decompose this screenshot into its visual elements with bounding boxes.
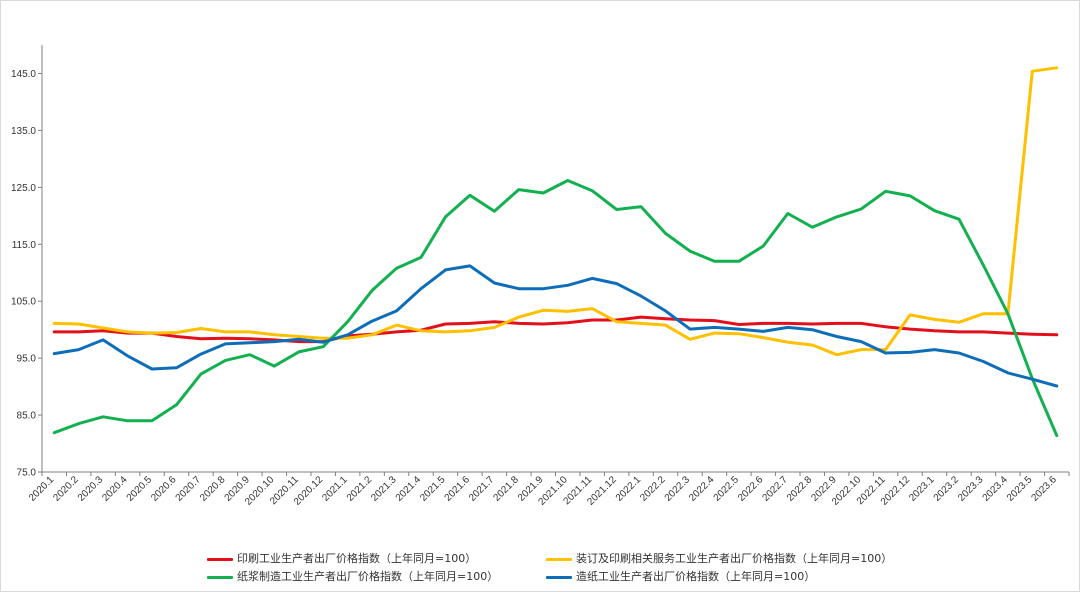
x-tick-label: 2022.5 [712, 474, 742, 504]
x-tick-label: 2021.3 [369, 474, 399, 504]
x-axis-ticks: 2020.12020.22020.32020.42020.52020.62020… [27, 472, 1070, 508]
series-lines [52, 66, 1059, 438]
x-tick-label: 2020.5 [125, 474, 155, 504]
legend-swatch-binding [546, 557, 572, 561]
x-tick-label: 2020.6 [149, 474, 179, 504]
x-tick-label: 2022.6 [736, 474, 766, 504]
x-tick-label: 2022.2 [638, 474, 668, 504]
y-axis-ticks: 75.0 85.0 95.0 105.0 115.0 125.0 135.0 145.0 [11, 69, 42, 479]
legend-label-pulp: 纸浆制造工业生产者出厂价格指数（上年同月=100） [237, 570, 499, 583]
x-tick-label: 2023.1 [907, 474, 937, 504]
x-tick-label: 2020.4 [100, 474, 130, 504]
y-tick-label: 95.0 [17, 354, 37, 365]
x-tick-label: 2023.4 [981, 474, 1011, 504]
y-tick-label: 75.0 [17, 468, 37, 479]
x-tick-label: 2023.3 [956, 474, 986, 504]
chart-axes [41, 45, 1069, 473]
x-tick-label: 2023.2 [932, 474, 962, 504]
x-tick-label: 2020.8 [198, 474, 228, 504]
x-tick-label: 2023.5 [1005, 474, 1035, 504]
legend-item-pulp: 纸浆制造工业生产者出厂价格指数（上年同月=100） [207, 568, 498, 584]
x-tick-label: 2022.1 [614, 474, 644, 504]
x-tick-label: 2020.2 [51, 474, 81, 504]
x-tick-label: 2021.1 [320, 474, 350, 504]
x-tick-label: 2023.6 [1029, 474, 1059, 504]
legend-swatch-pulp [207, 575, 233, 579]
series-line-0 [52, 315, 1059, 344]
legend-item-binding: 装订及印刷相关服务工业生产者出厂价格指数（上年同月=100） [546, 550, 892, 566]
x-tick-label: 2020.7 [174, 474, 204, 504]
y-tick-label: 85.0 [17, 411, 37, 422]
x-tick-label: 2022.8 [785, 474, 815, 504]
x-tick-label: 2021.5 [418, 474, 448, 504]
series-line-3 [52, 264, 1059, 388]
y-tick-label: 115.0 [12, 240, 37, 251]
series-line-1 [52, 66, 1059, 357]
y-tick-label: 145.0 [11, 69, 36, 80]
x-tick-label: 2020.3 [76, 474, 106, 504]
legend-item-paper: 造纸工业生产者出厂价格指数（上年同月=100） [546, 568, 815, 584]
x-tick-label: 2021.6 [443, 474, 473, 504]
legend-item-printing: 印刷工业生产者出厂价格指数（上年同月=100） [207, 550, 476, 566]
x-tick-label: 2021.7 [467, 474, 497, 504]
legend-swatch-printing [207, 557, 233, 561]
x-tick-label: 2022.7 [761, 474, 791, 504]
legend-label-paper: 造纸工业生产者出厂价格指数（上年同月=100） [576, 570, 816, 583]
x-tick-label: 2022.4 [687, 474, 717, 504]
series-line-2 [52, 179, 1059, 438]
y-tick-label: 105.0 [11, 297, 36, 308]
legend-label-binding: 装订及印刷相关服务工业生产者出厂价格指数（上年同月=100） [576, 552, 893, 565]
y-tick-label: 125.0 [11, 183, 36, 194]
x-tick-label: 2021.8 [492, 474, 522, 504]
x-tick-label: 2022.3 [663, 474, 693, 504]
x-tick-label: 2021.4 [394, 474, 424, 504]
legend-swatch-paper [546, 575, 572, 579]
legend-label-printing: 印刷工业生产者出厂价格指数（上年同月=100） [237, 552, 477, 565]
y-tick-label: 135.0 [11, 126, 36, 137]
x-tick-label: 2021.2 [345, 474, 375, 504]
